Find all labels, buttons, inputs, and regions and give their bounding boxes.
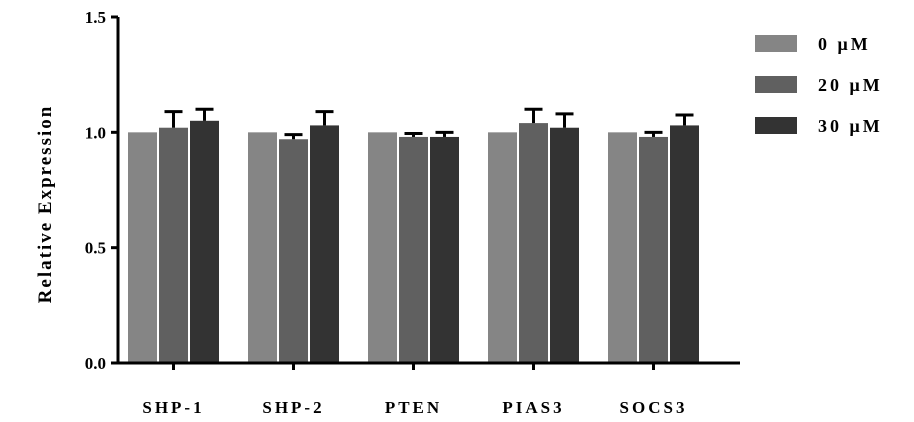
bar bbox=[399, 136, 428, 363]
bar bbox=[128, 132, 157, 363]
legend-swatch bbox=[755, 35, 797, 52]
bar bbox=[550, 127, 579, 363]
x-tick-label: PTEN bbox=[385, 398, 442, 417]
bar-group bbox=[488, 107, 579, 364]
legend-swatch bbox=[755, 76, 797, 93]
y-axis-title: Relative Expression bbox=[35, 105, 56, 304]
legend-label: 20 μM bbox=[818, 75, 883, 95]
x-axis: SHP-1 SHP-2 PTEN PIAS3 SOCS3 bbox=[117, 361, 740, 417]
bar-group bbox=[608, 113, 699, 363]
bar-group bbox=[248, 110, 339, 363]
plot-area bbox=[128, 107, 699, 364]
y-tick-label: 1.5 bbox=[85, 8, 106, 27]
bar bbox=[430, 136, 459, 363]
legend-item: 0 μM bbox=[755, 34, 871, 54]
bar bbox=[310, 125, 339, 363]
legend-item: 20 μM bbox=[755, 75, 883, 95]
x-tick-label: SHP-2 bbox=[262, 398, 324, 417]
bar bbox=[279, 139, 308, 363]
bar bbox=[190, 120, 219, 363]
bar-group bbox=[368, 130, 459, 363]
x-tick-label: PIAS3 bbox=[502, 398, 564, 417]
y-tick-label: 0.5 bbox=[85, 239, 106, 258]
y-tick-label: 1.0 bbox=[85, 123, 106, 142]
bar bbox=[248, 132, 277, 363]
bar bbox=[608, 132, 637, 363]
legend-label: 0 μM bbox=[818, 34, 871, 54]
bar-group bbox=[128, 107, 219, 363]
legend-swatch bbox=[755, 117, 797, 134]
legend-label: 30 μM bbox=[818, 116, 883, 136]
legend: 0 μM 20 μM 30 μM bbox=[755, 34, 883, 136]
bar bbox=[159, 127, 188, 363]
bar bbox=[488, 132, 517, 363]
legend-item: 30 μM bbox=[755, 116, 883, 136]
bar bbox=[368, 132, 397, 363]
x-tick-label: SHP-1 bbox=[142, 398, 204, 417]
bar bbox=[639, 136, 668, 363]
x-tick-label: SOCS3 bbox=[620, 398, 688, 417]
bar bbox=[670, 125, 699, 363]
y-tick-label: 0.0 bbox=[85, 354, 106, 373]
bar bbox=[519, 123, 548, 364]
y-axis: 0.0 0.5 1.0 1.5 bbox=[85, 8, 120, 373]
